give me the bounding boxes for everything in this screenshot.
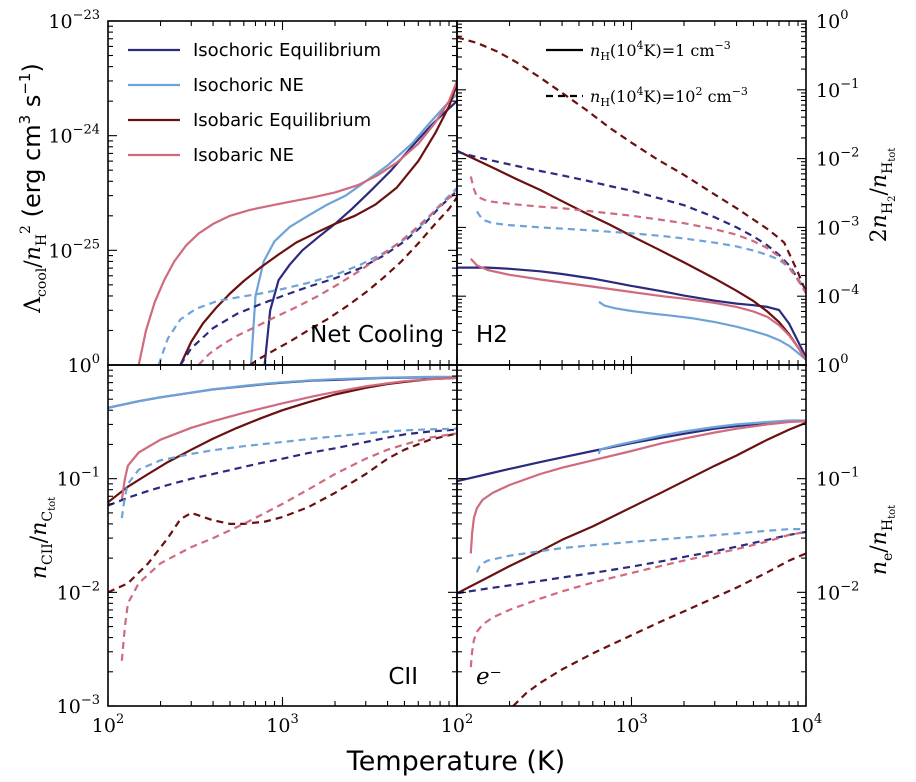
series-line-isobaric-ne: [469, 258, 806, 361]
series-line-isobaric-equilibrium: [179, 84, 457, 365]
series-line-isobaric-equilibrium-10-cm: [108, 432, 457, 594]
panel-label: CII: [388, 664, 418, 690]
series-line-isochoric-equilibrium-10-cm: [457, 150, 806, 293]
axes-frame: [456, 364, 807, 707]
panel-label: Net Cooling: [310, 322, 444, 348]
series-line-isobaric-ne-10-cm: [120, 432, 457, 661]
series-line-isobaric-ne-10-cm: [469, 176, 806, 294]
y-tick-label: 100: [68, 352, 100, 377]
series-group: [457, 36, 806, 361]
y-tick-label: 10−1: [816, 77, 859, 102]
y-tick-label: 10−3: [816, 214, 859, 239]
y-axis-title-cii: nCII/nCtot: [27, 497, 58, 579]
y-tick-label: 10−2: [816, 146, 859, 171]
series-line-isobaric-ne: [120, 376, 457, 501]
svg-text:Λcool/nH2 (erg cm3 s−1): Λcool/nH2 (erg cm3 s−1): [16, 63, 50, 314]
y-tick-label: 10−2: [816, 579, 859, 604]
y-tick-label: 10−3: [57, 693, 100, 718]
y-tick-label: 10−1: [57, 466, 100, 491]
y-tick-label: 10−4: [816, 283, 859, 308]
legend-density: nH(104K)=1 cm−3 nH(104K)=102 cm−3: [546, 39, 748, 109]
series-group: [137, 80, 457, 365]
series-line-isochoric-ne: [597, 419, 806, 455]
y-tick-label: 100: [816, 8, 848, 33]
y-tick-label: 10−25: [48, 237, 100, 262]
series-line-isobaric-ne-10-cm: [469, 530, 806, 668]
panel-label: H2: [476, 322, 508, 348]
legend-label: Isobaric NE: [193, 145, 294, 166]
panel-h2: 100 10−1 10−2 10−3 10−4 H2: [456, 8, 859, 366]
axes-frame: [456, 20, 807, 366]
series-line-isochoric-equilibrium-10-cm: [179, 190, 457, 365]
series-line-isochoric-ne: [108, 375, 457, 409]
legend-models: Isochoric Equilibrium Isochoric NE Isobari…: [128, 40, 381, 166]
y-tick-label: 100: [816, 352, 848, 377]
svg-text:nCII/nCtot: nCII/nCtot: [27, 497, 58, 579]
y-tick-label: 10−2: [57, 579, 100, 604]
series-group: [108, 375, 457, 661]
series-line-isobaric-equilibrium-10-cm: [457, 36, 806, 293]
series-line-isochoric-ne: [249, 93, 457, 365]
series-line-isochoric-ne-10-cm: [475, 210, 806, 292]
series-line-isochoric-equilibrium: [457, 266, 806, 358]
x-tick-label: 104: [790, 712, 822, 737]
y-tick-label: 10−23: [48, 8, 100, 33]
series-line-isochoric-equilibrium-10-cm: [108, 428, 457, 507]
axes-frame: [107, 364, 458, 707]
legend-label: Isobaric Equilibrium: [193, 110, 371, 131]
series-line-isochoric-ne-10-cm: [475, 527, 806, 573]
series-line-isobaric-ne: [137, 80, 457, 365]
series-line-isobaric-ne: [469, 420, 806, 554]
panel-net-cooling: 10−23 10−24 10−25 Net Cooling: [48, 8, 458, 366]
series-line-isochoric-ne-10-cm: [120, 427, 457, 519]
series-line-isobaric-equilibrium-10-cm: [249, 196, 457, 365]
svg-text:2nH2/nHtot: 2nH2/nHtot: [867, 148, 898, 243]
legend-label: Isochoric Equilibrium: [193, 40, 381, 61]
y-tick-label: 10−24: [48, 123, 100, 148]
series-line-isobaric-equilibrium: [457, 421, 806, 595]
x-tick-label: 102: [92, 712, 124, 737]
series-line-isobaric-equilibrium: [457, 149, 806, 361]
x-axis-title: Temperature (K): [346, 746, 565, 777]
series-line-isochoric-equilibrium-10-cm: [457, 530, 806, 595]
series-line-isochoric-equilibrium: [263, 100, 457, 365]
panel-electrons: 100 10−1 10−2 102 103 104 e⁻: [441, 352, 860, 737]
panel-label: e⁻: [476, 664, 502, 690]
series-line-isochoric-ne: [598, 300, 806, 361]
legend-density-solid-label: nH(104K)=1 cm−3: [590, 39, 731, 63]
legend-label: Isochoric NE: [193, 75, 304, 96]
series-group: [457, 419, 806, 706]
x-tick-label: 103: [266, 712, 298, 737]
svg-text:ne/nHtot: ne/nHtot: [867, 505, 898, 575]
legend-density-dashed-label: nH(104K)=102 cm−3: [590, 85, 748, 109]
y-axis-title-h2: 2nH2/nHtot: [867, 148, 898, 243]
y-axis-title-net-cooling: Λcool/nH2 (erg cm3 s−1): [16, 63, 50, 314]
series-line-isobaric-equilibrium-10-cm: [512, 552, 806, 706]
y-axis-title-electrons: ne/nHtot: [867, 505, 898, 575]
y-tick-label: 10−1: [816, 466, 859, 491]
series-line-isobaric-ne-10-cm: [197, 190, 457, 365]
x-tick-label: 103: [615, 712, 647, 737]
x-tick-label: 102: [441, 712, 473, 737]
